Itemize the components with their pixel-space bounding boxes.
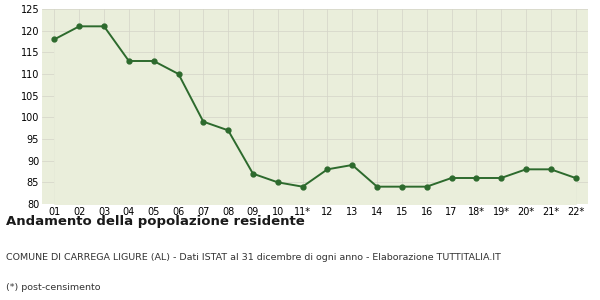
Text: COMUNE DI CARREGA LIGURE (AL) - Dati ISTAT al 31 dicembre di ogni anno - Elabora: COMUNE DI CARREGA LIGURE (AL) - Dati IST…	[6, 254, 501, 262]
Text: Andamento della popolazione residente: Andamento della popolazione residente	[6, 214, 305, 227]
Text: (*) post-censimento: (*) post-censimento	[6, 284, 101, 292]
